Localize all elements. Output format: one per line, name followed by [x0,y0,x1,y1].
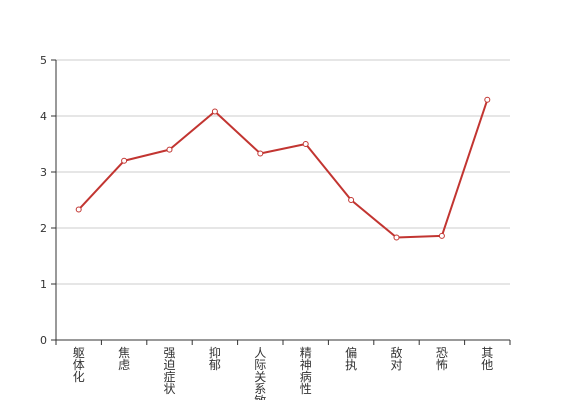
data-point [302,141,309,147]
x-tick-label: 人际关系敏感 [254,346,266,400]
x-axis-ticks: 躯体化 焦虑 强迫症状 抑郁 人际关系敏感 精神病性 偏执 敌对 恐怖 其他 [55,340,511,400]
series [77,98,489,239]
data-point [393,234,400,241]
series-line [77,98,489,239]
data-point [257,150,264,157]
x-tick-label: 强迫症状 [163,346,175,396]
grid-lines [56,59,510,285]
x-tick-label: 抑郁 [209,345,221,372]
data-point [211,108,218,115]
y-tick-label: 5 [40,54,47,67]
x-tick-label: 焦虑 [118,346,130,372]
x-tick-label: 恐怖 [436,346,448,372]
x-tick-label: 躯体化 [73,345,85,384]
y-tick-label: 2 [40,222,47,235]
data-point [348,197,355,203]
data-point [75,206,82,213]
y-tick-label: 4 [40,110,47,123]
y-tick-label: 0 [40,334,47,347]
y-tick-label: 3 [40,166,47,179]
data-point [438,232,445,239]
x-tick-label: 敌对 [390,345,402,372]
data-point [121,157,128,164]
data-point [484,96,491,103]
y-tick-label: 1 [40,278,47,291]
data-points [75,96,491,241]
x-tick-label: 其他 [481,346,493,372]
x-tick-label: 偏执 [345,345,357,372]
x-tick-label: 精神病性 [300,346,312,396]
axes [55,60,510,341]
y-axis-ticks: 0 1 2 3 4 5 [40,54,56,347]
data-point [166,146,173,153]
